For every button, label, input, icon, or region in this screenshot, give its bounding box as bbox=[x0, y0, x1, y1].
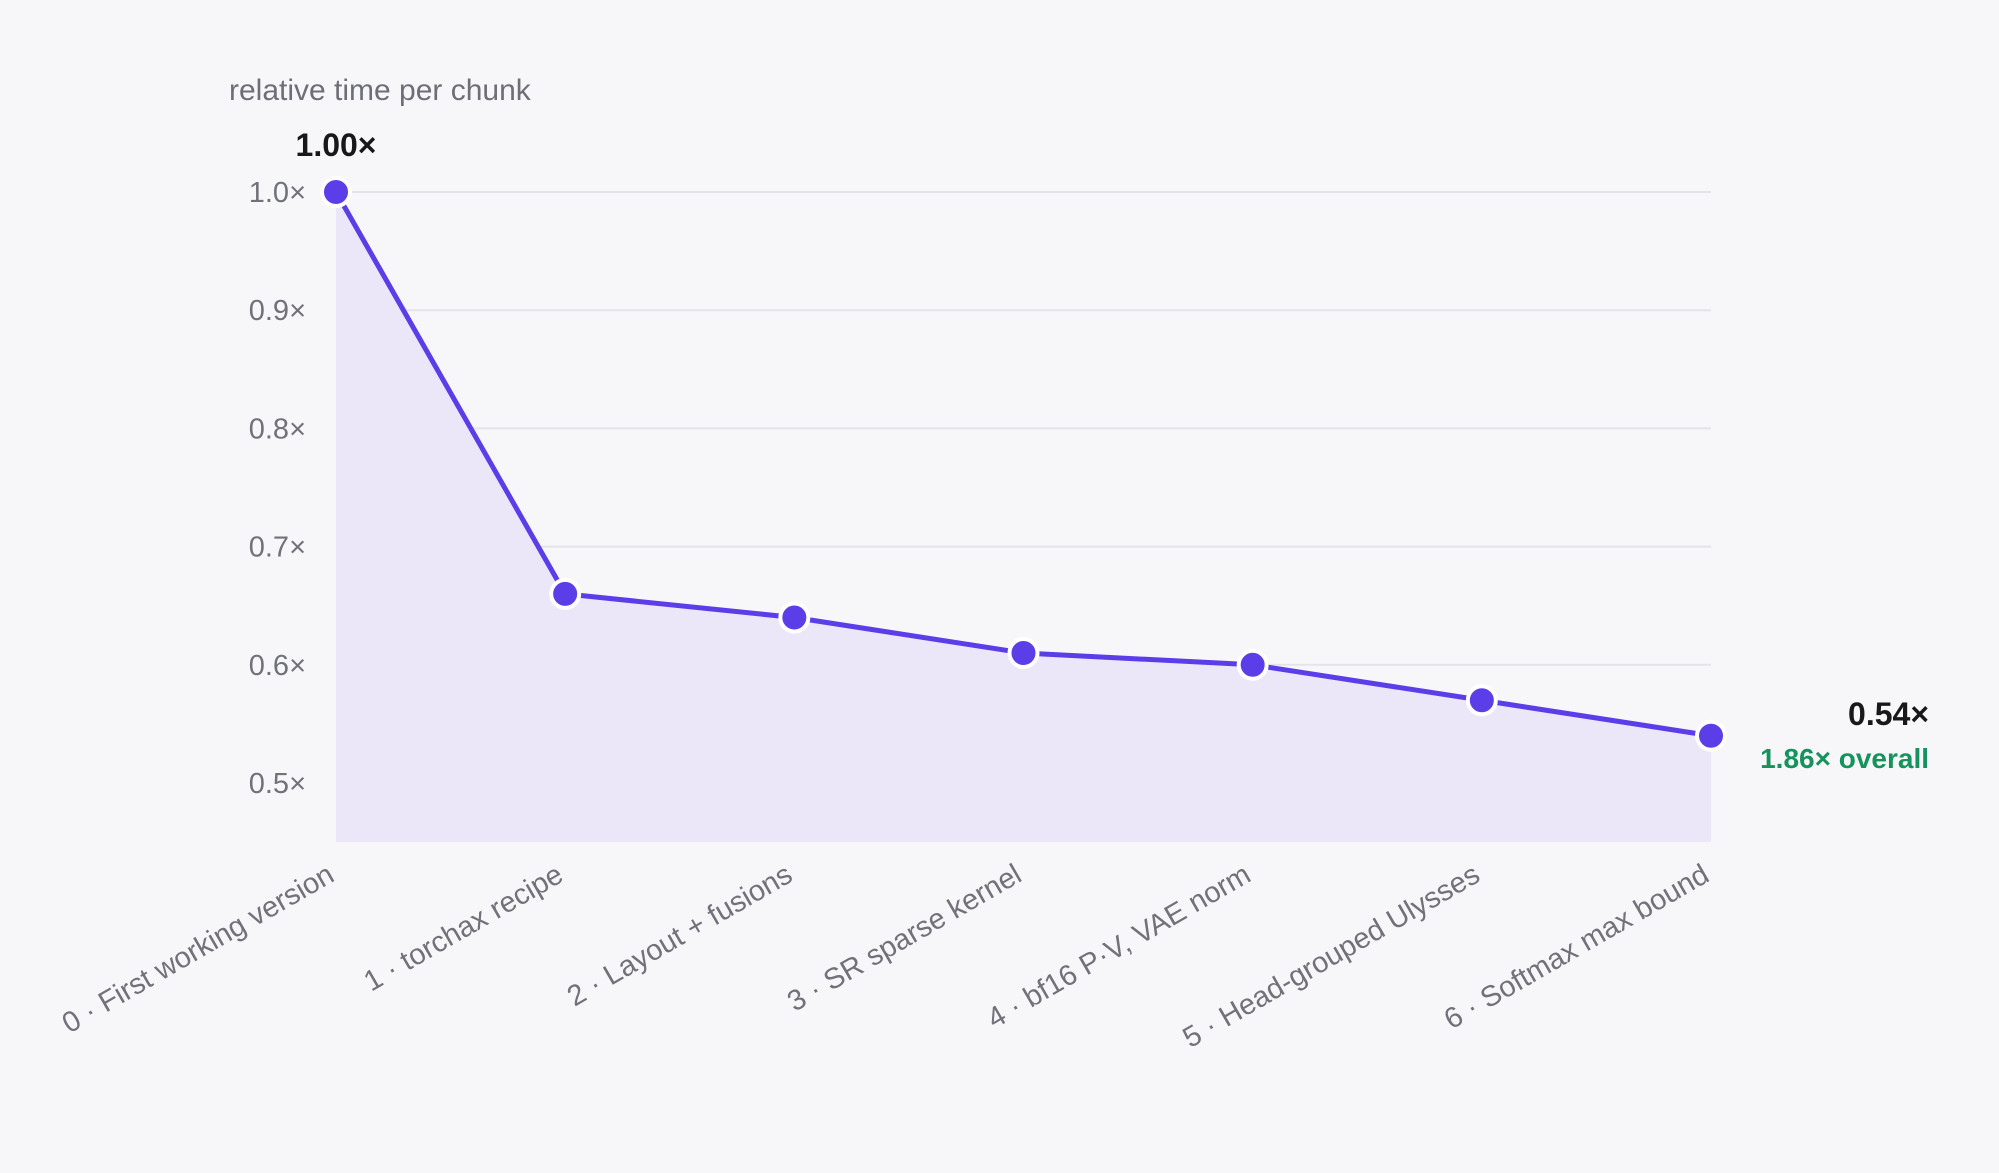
data-point bbox=[1695, 719, 1727, 752]
data-point bbox=[778, 601, 811, 634]
overall-speedup-label: 1.86× overall bbox=[1760, 743, 1929, 774]
y-tick-label: 0.8× bbox=[249, 413, 306, 445]
end-value-label: 0.54× bbox=[1848, 696, 1929, 732]
data-points bbox=[320, 176, 1727, 752]
data-point bbox=[1236, 648, 1269, 681]
data-point bbox=[320, 176, 352, 208]
y-tick-label: 0.5× bbox=[249, 768, 306, 800]
x-category-label: 0 · First working version bbox=[57, 858, 340, 1040]
y-tick-label: 0.7× bbox=[249, 532, 306, 564]
x-category-label: 3 · SR sparse kernel bbox=[782, 858, 1027, 1018]
y-tick-label: 0.6× bbox=[249, 650, 306, 682]
area-fill-layer bbox=[336, 192, 1711, 842]
start-value-label: 1.00× bbox=[296, 127, 377, 163]
data-point bbox=[549, 577, 582, 610]
x-category-label: 2 · Layout + fusions bbox=[562, 858, 798, 1013]
y-tick-label: 0.9× bbox=[249, 295, 306, 327]
data-point bbox=[1007, 636, 1040, 669]
x-category-label: 1 · torchax recipe bbox=[359, 858, 569, 998]
y-axis-label: relative time per chunk bbox=[229, 74, 532, 107]
y-axis-ticks: 1.0× 0.9× 0.8× 0.7× 0.6× 0.5× bbox=[249, 177, 306, 800]
area-fill bbox=[336, 192, 1711, 842]
data-point bbox=[1465, 684, 1498, 717]
annotations: 1.00× 0.54× 1.86× overall bbox=[296, 127, 1929, 774]
y-tick-label: 1.0× bbox=[249, 177, 306, 209]
x-axis-category-labels: 0 · First working version 1 · torchax rec… bbox=[57, 858, 1715, 1054]
